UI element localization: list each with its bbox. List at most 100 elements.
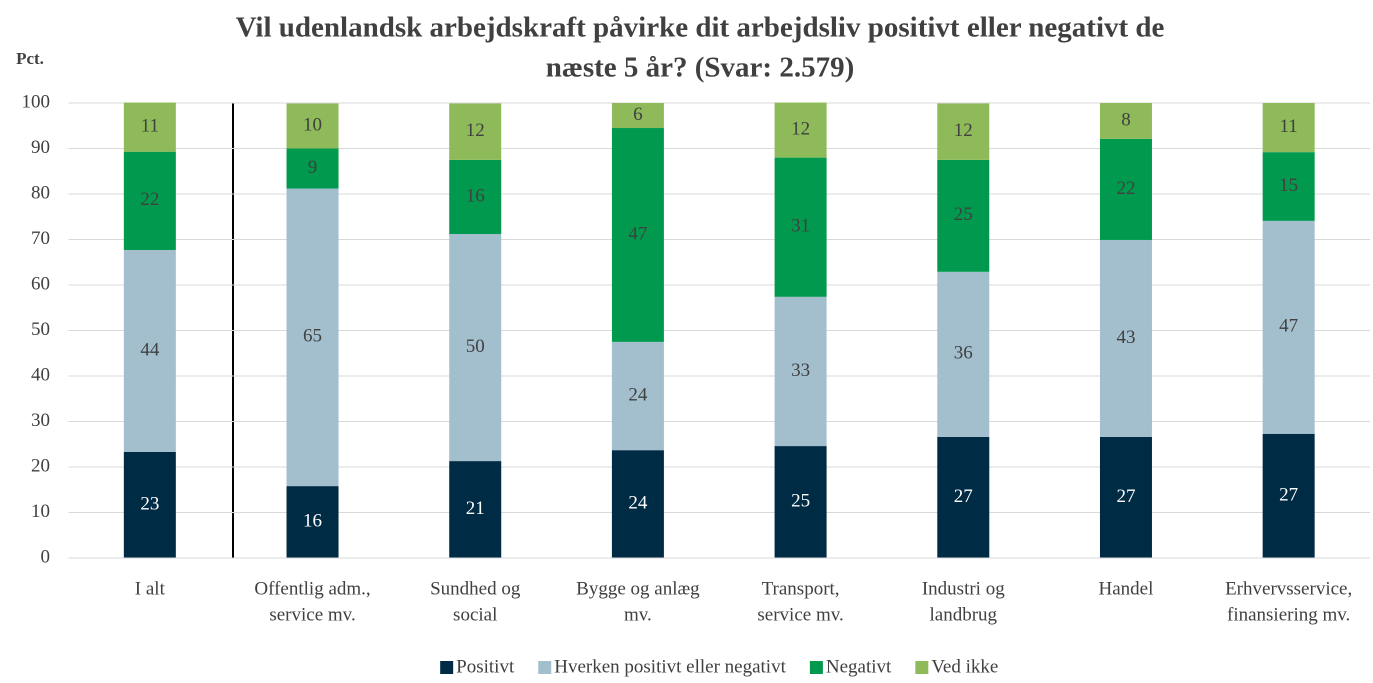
data-label: 31 (791, 216, 810, 237)
y-tick-label: 90 (31, 137, 50, 158)
data-label: 16 (303, 510, 322, 531)
bar-segment (1099, 138, 1152, 240)
bar-segment (774, 102, 827, 158)
bar-segment (123, 151, 176, 250)
bar-segment (611, 341, 664, 451)
chart-title: Vil udenlandsk arbejdskraft påvirke dit … (236, 12, 1165, 44)
y-tick-label: 0 (41, 546, 51, 567)
data-label: 44 (140, 339, 160, 360)
bar-segment (1099, 436, 1152, 558)
data-label: 12 (954, 120, 973, 141)
data-label: 16 (466, 185, 485, 206)
x-tick-label: Erhvervsservice, (1225, 578, 1352, 599)
data-label: 15 (1279, 175, 1298, 196)
y-tick-label: 60 (31, 273, 50, 294)
legend: Positivt Hverken positivt eller negativt N… (440, 656, 998, 677)
bar-segment (1099, 239, 1152, 437)
x-tick-label: service mv. (269, 604, 355, 625)
bar-segment (123, 451, 176, 558)
bar-segment (286, 103, 339, 149)
x-tick-label: landbrug (930, 604, 998, 625)
bar-segment (1262, 220, 1315, 434)
data-label: 22 (1116, 178, 1135, 199)
data-label: 33 (791, 360, 810, 381)
y-tick-label: 40 (31, 364, 50, 385)
bar-segment (774, 296, 827, 447)
bar-segment (611, 128, 664, 342)
legend-swatch (915, 661, 929, 674)
y-tick-label: 80 (31, 182, 50, 203)
legend-swatch (440, 661, 454, 674)
bar-segment (937, 159, 990, 272)
data-label: 25 (954, 204, 973, 225)
bar-segment (774, 446, 827, 558)
data-label: 11 (1280, 116, 1298, 137)
data-label: 11 (141, 115, 159, 136)
x-tick-label: Sundhed og (430, 578, 521, 599)
data-label: 12 (466, 120, 485, 141)
bar-segment (937, 436, 990, 558)
data-label: 9 (308, 157, 318, 178)
bar-segment (1262, 433, 1315, 558)
bar-segment (611, 450, 664, 558)
bar-segment (611, 103, 664, 129)
y-axis-label: Pct. (16, 49, 44, 68)
x-tick-label: finansiering mv. (1227, 604, 1350, 625)
data-label: 27 (1279, 484, 1298, 505)
data-label: 27 (1116, 486, 1135, 507)
data-label: 50 (466, 336, 485, 357)
x-tick-label: social (453, 604, 497, 625)
data-label: 24 (628, 384, 648, 405)
bar-segment (1262, 152, 1315, 221)
bar-segment (286, 486, 339, 558)
y-tick-label: 30 (31, 410, 50, 431)
chart-title: næste 5 år? (Svar: 2.579) (546, 52, 854, 84)
legend-swatch (809, 661, 823, 674)
y-tick-label: 50 (31, 319, 50, 340)
data-label: 12 (791, 118, 810, 139)
x-tick-label: service mv. (757, 604, 843, 625)
legend-label: Ved ikke (931, 656, 998, 677)
bar-segment (937, 103, 990, 160)
x-tick-label: Bygge og anlæg (576, 578, 700, 599)
data-label: 47 (1279, 316, 1298, 337)
bar-segment (937, 271, 990, 437)
x-tick-label: I alt (135, 578, 166, 599)
bar-segment (774, 157, 827, 297)
bar-segment (1099, 103, 1152, 139)
x-tick-label: Handel (1099, 578, 1154, 599)
x-tick-label: Industri og (922, 578, 1005, 599)
bar-segment (123, 102, 176, 152)
bar-segment (1262, 103, 1315, 153)
data-label: 65 (303, 326, 322, 347)
data-label: 36 (954, 343, 973, 364)
y-tick-label: 20 (31, 455, 50, 476)
bar-segment (286, 148, 339, 189)
data-label: 21 (466, 498, 485, 519)
legend-swatch (538, 661, 552, 674)
legend-label: Negativt (826, 656, 892, 677)
y-tick-label: 70 (31, 228, 50, 249)
data-label: 43 (1116, 327, 1135, 348)
y-tick-label: 10 (31, 501, 50, 522)
bar-segment (449, 159, 502, 235)
bar-segment (449, 461, 502, 558)
data-label: 22 (140, 189, 159, 210)
x-tick-label: Transport, (762, 578, 840, 599)
bar-segment (286, 188, 339, 487)
x-tick-label: Offentlig adm., (254, 578, 370, 599)
data-label: 23 (140, 493, 159, 514)
data-label: 10 (303, 114, 322, 135)
bar-segment (449, 103, 502, 160)
legend-label: Positivt (456, 656, 515, 677)
data-label: 6 (633, 104, 643, 125)
y-tick-label: 100 (22, 91, 51, 112)
bar-segment (123, 249, 176, 452)
legend-label: Hverken positivt eller negativt (554, 656, 786, 677)
data-label: 24 (628, 492, 648, 513)
data-label: 25 (791, 490, 810, 511)
data-label: 27 (954, 486, 973, 507)
data-label: 8 (1121, 109, 1131, 130)
data-label: 47 (628, 223, 647, 244)
